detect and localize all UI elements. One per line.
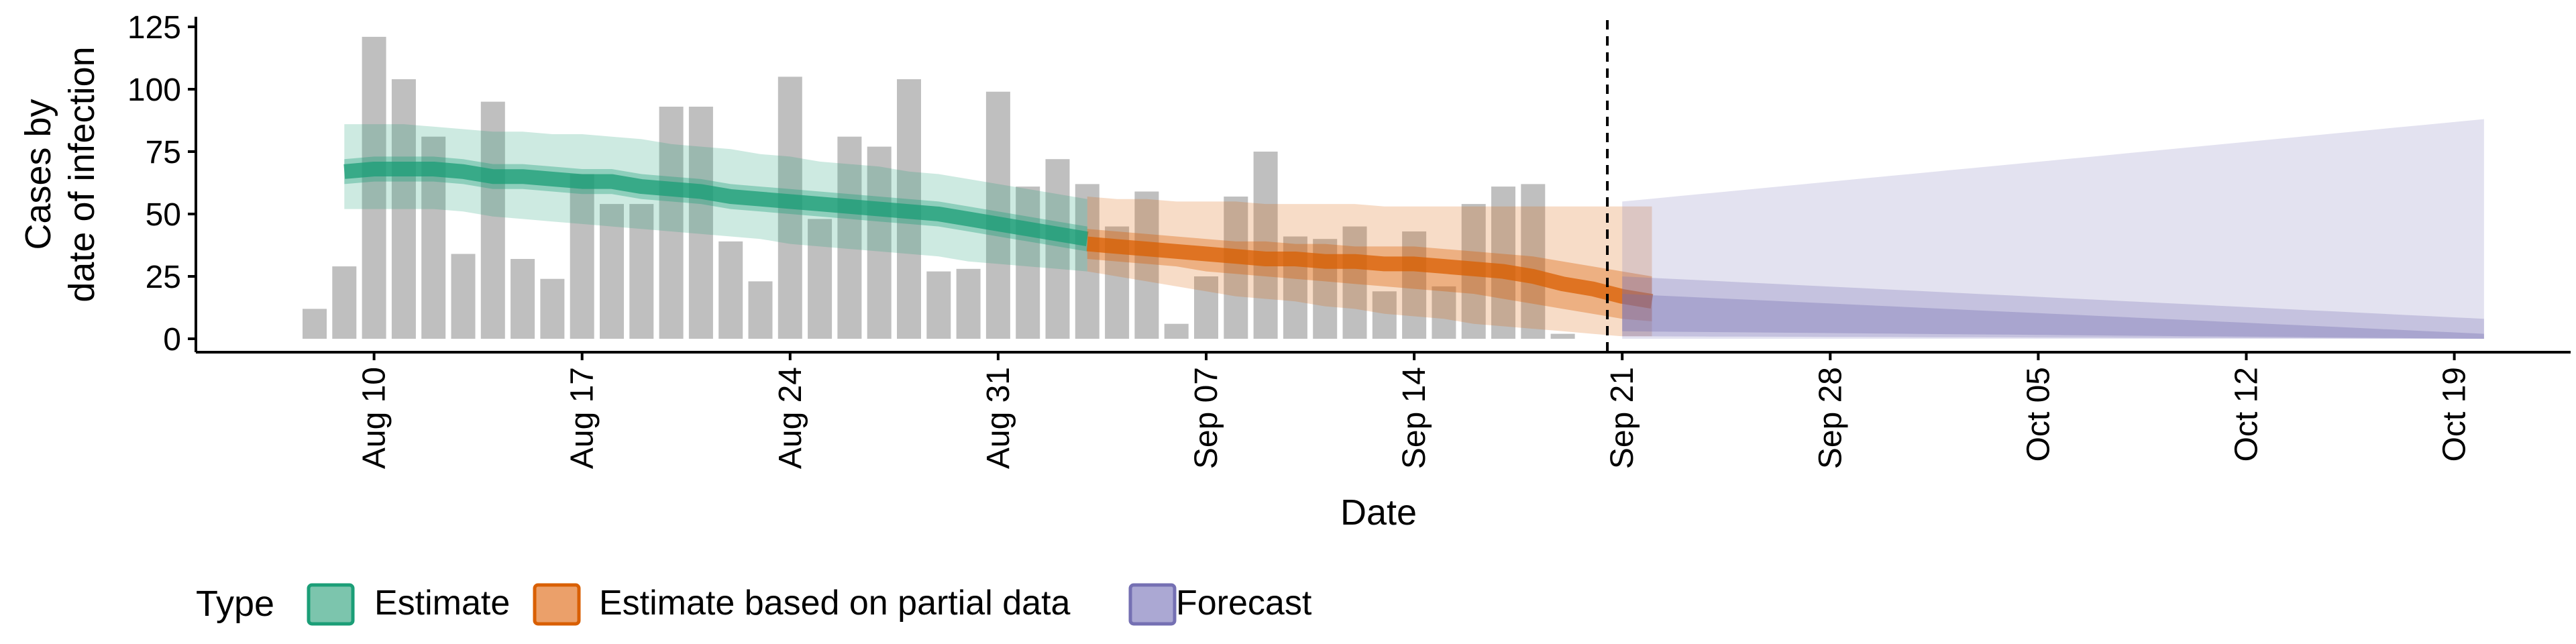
y-axis-title-line-2: date of infection — [62, 46, 102, 302]
case-bar — [451, 254, 476, 339]
case-bar — [1402, 231, 1427, 339]
y-tick-label: 100 — [127, 72, 181, 108]
x-tick-label: Oct 12 — [2229, 367, 2265, 462]
x-axis-ticks: Aug 10 Aug 17 Aug 24 Aug 31 Sep 07 Sep 14 Sep … — [357, 352, 2473, 469]
legend-key-partial — [533, 583, 581, 626]
case-bar — [332, 266, 357, 339]
x-tick-label: Aug 17 — [565, 367, 600, 469]
case-bar — [1194, 276, 1218, 339]
legend-title: Type — [196, 584, 274, 624]
case-bar — [570, 174, 594, 339]
y-tick-label: 25 — [146, 260, 181, 295]
case-bar — [1164, 323, 1189, 339]
legend: Type Estimate Estimate based on partial … — [196, 583, 1312, 626]
partial-median-line — [1086, 236, 1654, 309]
reported-cases-bars — [303, 36, 1575, 339]
case-bar — [1016, 186, 1040, 339]
x-tick-label: Sep 07 — [1189, 367, 1224, 469]
case-bar — [511, 259, 535, 339]
forecast-band-outer — [1622, 119, 2484, 339]
case-bar — [1432, 286, 1456, 339]
case-bar — [1550, 333, 1575, 339]
forecast-band-50 — [1622, 294, 2484, 339]
forecast-band-90 — [1622, 276, 2484, 339]
x-tick-label: Aug 24 — [773, 367, 808, 469]
case-bar — [1342, 226, 1367, 339]
case-bar — [1075, 184, 1099, 339]
x-tick-label: Sep 21 — [1605, 367, 1640, 469]
case-bar — [600, 204, 624, 339]
y-tick-label: 75 — [146, 135, 181, 170]
case-bar — [391, 79, 416, 339]
legend-label-estimate: Estimate — [374, 584, 510, 623]
case-bar — [837, 136, 862, 339]
case-bar — [1521, 184, 1546, 339]
y-tick-label: 50 — [146, 197, 181, 233]
x-tick-label: Oct 19 — [2437, 367, 2473, 462]
y-tick-label: 0 — [163, 322, 181, 358]
case-bar — [808, 219, 833, 339]
legend-label-partial: Estimate based on partial data — [599, 584, 1071, 623]
x-tick-label: Sep 14 — [1397, 367, 1432, 469]
axes — [195, 17, 2571, 354]
case-bar — [1045, 159, 1070, 339]
case-bar — [1491, 186, 1515, 339]
legend-key-forecast — [1128, 583, 1177, 626]
case-bar — [718, 241, 743, 339]
legend-label-forecast: Forecast — [1176, 584, 1312, 623]
y-tick-label: 125 — [127, 10, 181, 46]
case-bar — [688, 107, 713, 339]
case-bar — [540, 278, 565, 339]
case-bar — [1224, 197, 1248, 339]
x-tick-label: Aug 10 — [357, 367, 392, 469]
y-axis-title-line-1: Cases by — [18, 99, 58, 250]
estimate-bands — [343, 119, 2484, 339]
x-axis-title: Date — [1340, 492, 1417, 533]
case-bar — [867, 146, 892, 339]
case-bar — [629, 204, 654, 339]
case-bar — [480, 101, 505, 339]
x-tick-label: Oct 05 — [2021, 367, 2056, 462]
y-axis-ticks: 0 25 50 75 100 125 — [127, 10, 196, 358]
legend-key-estimate — [307, 583, 355, 626]
estimate-median-line — [343, 162, 1089, 247]
case-bar — [1134, 191, 1159, 339]
case-bar — [1372, 291, 1397, 339]
case-bar — [362, 36, 386, 339]
case-bar — [926, 271, 951, 339]
x-tick-label: Aug 31 — [981, 367, 1016, 469]
case-bar — [956, 268, 981, 339]
case-bar — [659, 107, 684, 339]
case-bar — [303, 309, 327, 339]
x-tick-label: Sep 28 — [1813, 367, 1848, 469]
case-bar — [1253, 152, 1278, 339]
case-bar — [748, 281, 773, 339]
